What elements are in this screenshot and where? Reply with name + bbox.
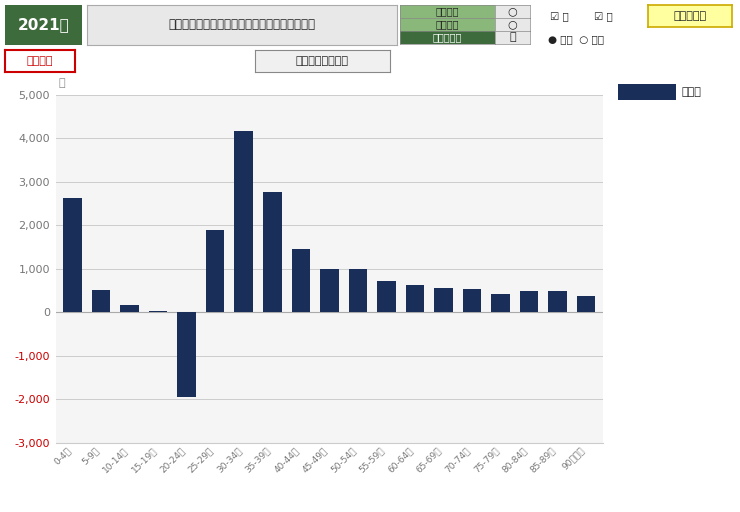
Bar xyxy=(377,281,396,312)
Text: 日本人及び外国人: 日本人及び外国人 xyxy=(296,56,349,66)
Bar xyxy=(491,294,510,312)
Bar xyxy=(349,269,367,312)
Text: グラフ拡大: グラフ拡大 xyxy=(673,11,707,21)
Bar xyxy=(406,285,424,312)
Bar xyxy=(149,311,167,312)
Text: ● 西暦  ○ 和暦: ● 西暦 ○ 和暦 xyxy=(548,34,605,44)
Text: 操作方法: 操作方法 xyxy=(27,56,53,66)
Text: 2021年: 2021年 xyxy=(18,17,70,32)
Text: ☑ 女: ☑ 女 xyxy=(594,12,613,22)
Text: 人: 人 xyxy=(58,78,65,88)
Text: 純移動人口: 純移動人口 xyxy=(433,32,462,42)
Bar xyxy=(92,290,110,312)
Bar xyxy=(263,192,281,312)
Bar xyxy=(206,229,224,312)
Text: 転出者数: 転出者数 xyxy=(436,19,460,30)
Text: 埼玉県の東京都との年齢別純移動人口（男女）: 埼玉県の東京都との年齢別純移動人口（男女） xyxy=(169,18,315,32)
Bar xyxy=(519,291,538,312)
Bar xyxy=(434,288,453,312)
Text: 東京都: 東京都 xyxy=(682,87,701,97)
Bar xyxy=(462,289,481,312)
Text: 転入者数: 転入者数 xyxy=(436,7,460,16)
Bar xyxy=(548,291,567,312)
Bar xyxy=(235,131,253,312)
Text: ○: ○ xyxy=(508,7,517,16)
Bar xyxy=(618,84,676,100)
Text: ○: ○ xyxy=(508,19,517,30)
Text: ⦿: ⦿ xyxy=(509,32,516,42)
Bar xyxy=(64,198,82,312)
Bar xyxy=(121,305,139,312)
Text: ☑ 男: ☑ 男 xyxy=(550,12,568,22)
Bar xyxy=(178,312,196,397)
Bar xyxy=(320,269,339,312)
Bar xyxy=(576,296,595,312)
Bar xyxy=(292,249,310,312)
